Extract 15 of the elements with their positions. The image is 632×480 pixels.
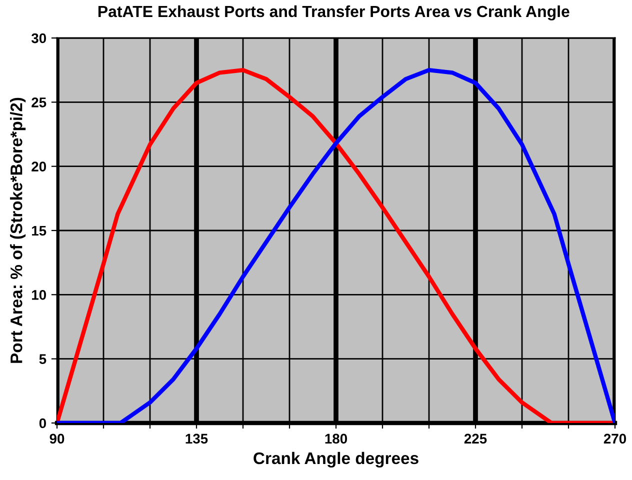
y-tick-label: 30 [31,33,46,44]
y-axis-title: Port Area: % of (Stroke*Bore*pi/2) [10,98,26,363]
y-tick-label: 25 [32,98,46,108]
x-tick-label: 90 [50,434,64,444]
x-axis-title: Crank Angle degrees [254,452,418,468]
y-tick-label: 5 [39,354,46,364]
y-tick-label: 0 [39,418,46,428]
x-tick-label: 135 [186,434,208,444]
x-tick-label: 225 [464,434,487,444]
y-tick-label: 20 [32,162,46,172]
y-tick-label: 15 [32,226,46,236]
x-tick-label: 180 [325,434,348,444]
x-tick-label: 270 [604,434,626,444]
chart-title: PatATE Exhaust Ports and Transfer Ports Area vs Crank Angle [98,5,570,20]
y-tick-label: 10 [32,290,46,300]
